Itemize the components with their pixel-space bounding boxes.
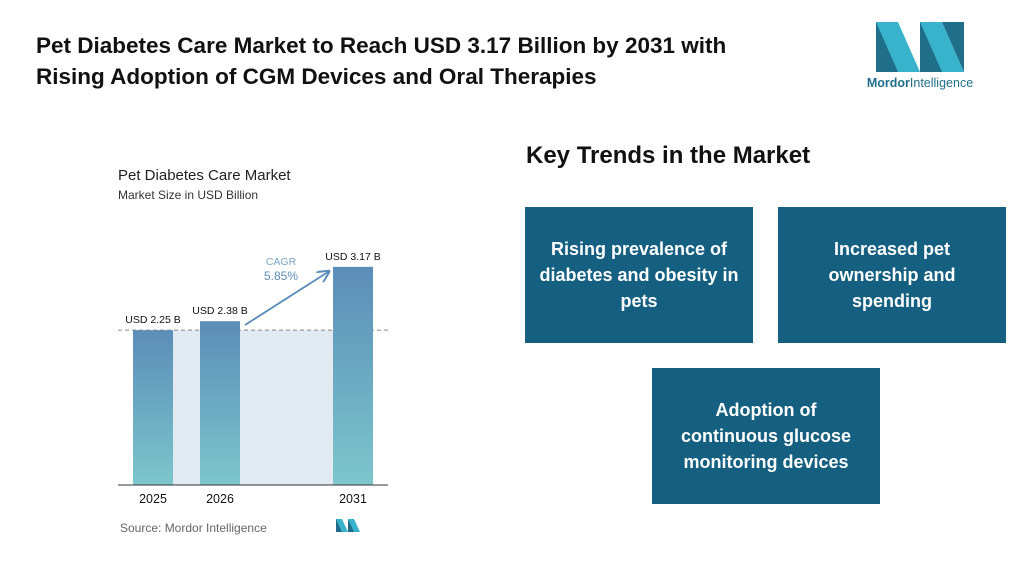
cagr-value: 5.85% [264,269,298,283]
x-tick-label-2031: 2031 [339,492,367,506]
bar-2025 [133,330,173,485]
logo-brand: Mordor [866,76,910,90]
x-tick-label-2025: 2025 [139,492,167,506]
headline-line-2: Rising Adoption of CGM Devices and Oral … [36,64,597,89]
bar-value-label-2026: USD 2.38 B [192,305,247,317]
key-trends-title: Key Trends in the Market [526,142,811,169]
bar-value-label-2031: USD 3.17 B [325,251,380,263]
source-logo-icon [336,519,360,532]
trend-card-cgm-adoption: Adoption of continuous glucose monitorin… [652,368,880,504]
logo-wordmark: MordorIntelligence [860,76,980,90]
trend-card-rising-prevalence: Rising prevalence of diabetes and obesit… [525,207,753,343]
market-size-chart: Pet Diabetes Care Market Market Size in … [118,167,388,535]
mordor-intelligence-logo: MordorIntelligence [860,22,980,98]
chart-source: Source: Mordor Intelligence [120,521,267,535]
cagr-arrow [244,272,328,326]
chart-title: Pet Diabetes Care Market [118,167,291,184]
bar-2026 [200,321,240,485]
trend-card-pet-ownership: Increased pet ownership and spending [778,207,1006,343]
x-tick-label-2026: 2026 [206,492,234,506]
chart-subtitle: Market Size in USD Billion [118,188,258,202]
bar-2031 [333,266,373,485]
headline: Pet Diabetes Care Market to Reach USD 3.… [36,30,836,92]
bar-value-label-2025: USD 2.25 B [125,314,180,326]
headline-line-1: Pet Diabetes Care Market to Reach USD 3.… [36,33,727,58]
logo-brand-suffix: Intelligence [909,76,974,90]
cagr-label: CAGR [266,256,297,268]
mordor-intelligence-logo-icon [876,22,964,72]
